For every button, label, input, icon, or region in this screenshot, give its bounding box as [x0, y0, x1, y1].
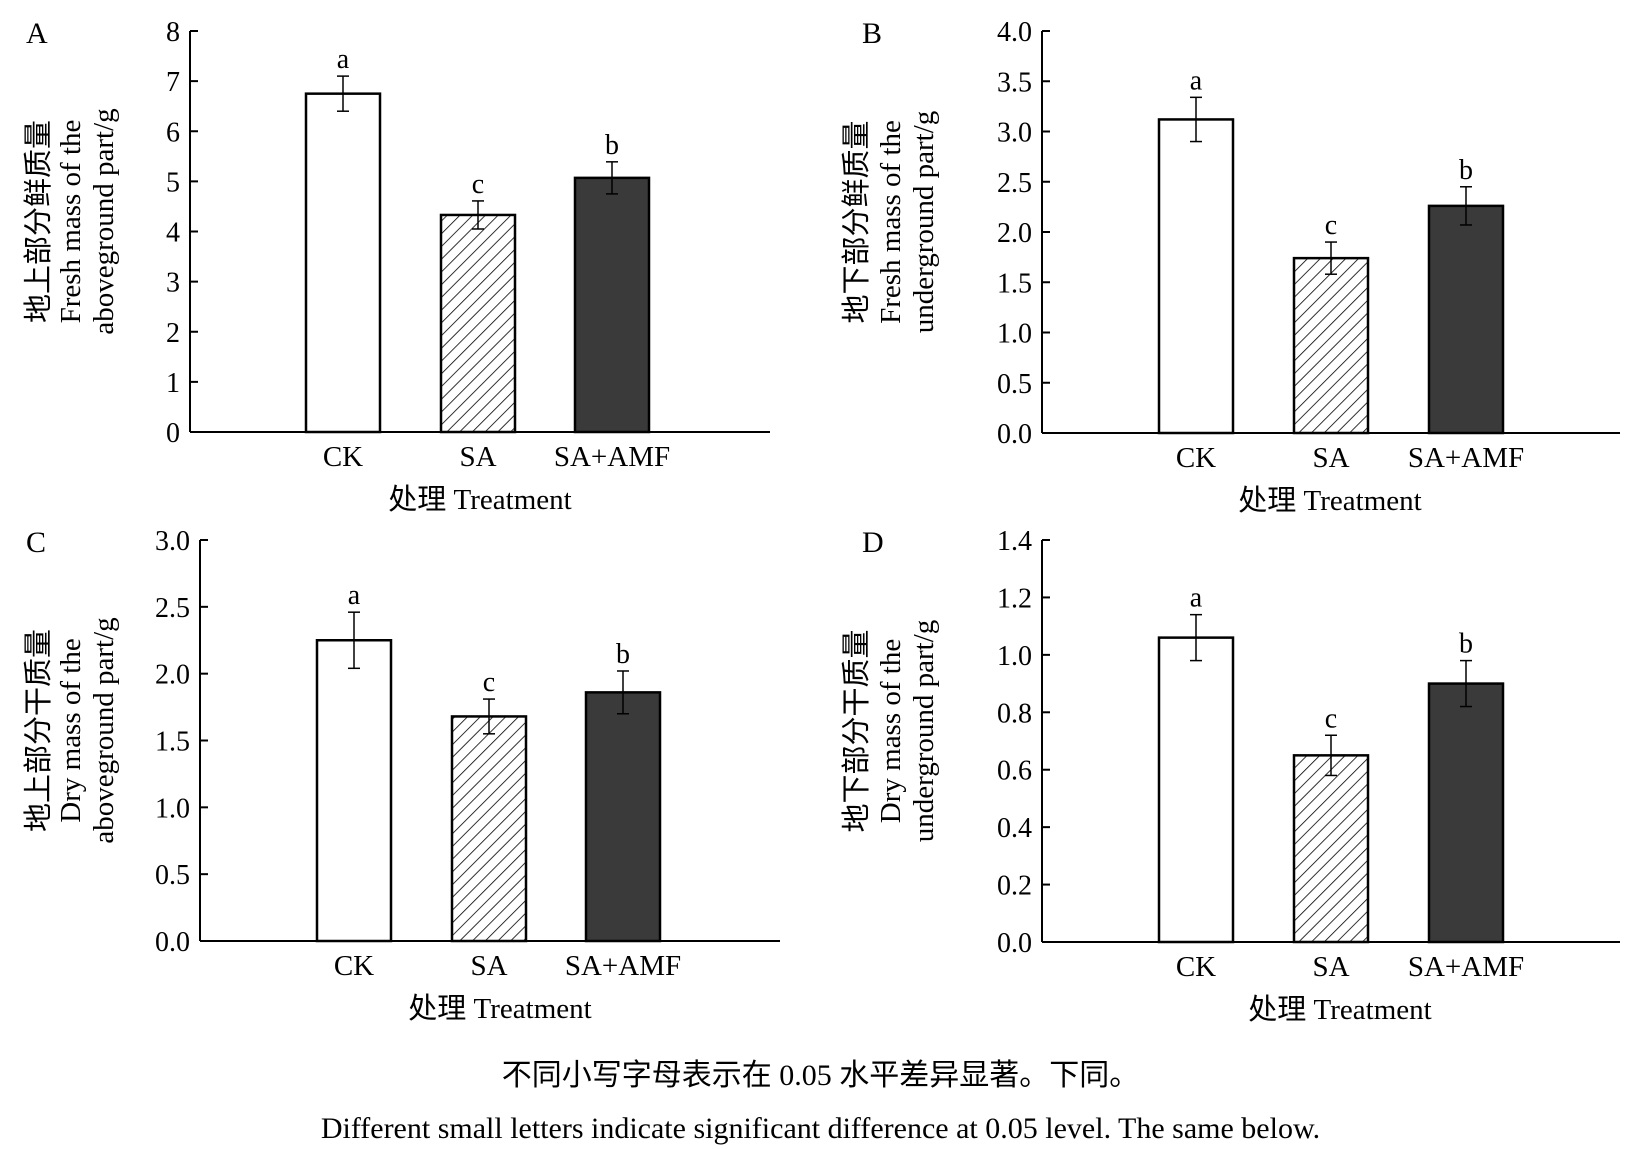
panel-c-xtick-label-ck: CK	[334, 950, 374, 982]
panel-c-label: C	[26, 526, 46, 559]
panel-a-ytick-label: 3	[166, 268, 180, 299]
panel-b-sig-letter-sa-amf: b	[1459, 155, 1473, 186]
panel-d-xlabel: 处理 Treatment	[1248, 993, 1431, 1026]
panel-c-sig-letter-ck: a	[348, 580, 361, 611]
panel-d-ytick-label: 0.0	[997, 928, 1032, 959]
panel-b-bar-sa	[1292, 256, 1370, 435]
panel-b-bar-ck	[1157, 118, 1235, 435]
panel-d-sig-letter-ck: a	[1190, 583, 1203, 614]
panel-a-ytick-label: 0	[166, 418, 180, 449]
panel-b-ytick-label: 4.0	[997, 17, 1032, 48]
panel-b-ytick-label: 3.0	[997, 118, 1032, 149]
panel-c-ytick-label: 1.5	[155, 727, 190, 758]
panel-d-ylabel-en-2: underground part/g	[908, 620, 940, 843]
panel-c-ylabel-en-1: Dry mass of the	[55, 638, 87, 822]
panel-d-ytick-label: 0.6	[997, 756, 1032, 787]
panel-b-ytick-label: 1.5	[997, 268, 1032, 299]
panel-a-sig-letter-sa: c	[472, 169, 484, 200]
panel-a-label: A	[26, 17, 48, 50]
panel-b-sig-letter-sa: c	[1325, 210, 1337, 241]
panel-d-ytick-label: 1.2	[997, 583, 1032, 614]
panel-d-ylabel-en-1: Dry mass of the	[875, 639, 907, 823]
panel-b-xtick-label-sa: SA	[1312, 442, 1349, 474]
panel-d-bar-sa-amf	[1427, 682, 1505, 944]
panel-b-ytick-label: 0.0	[997, 419, 1032, 450]
panel-a-ytick-label: 2	[166, 318, 180, 349]
panel-b-sig-letter-ck: a	[1190, 65, 1203, 96]
panel-c-ylabel-en-2: aboveground part/g	[88, 617, 120, 843]
panel-b-ytick-label: 2.0	[997, 218, 1032, 249]
panel-b-ylabel-en-2: underground part/g	[908, 111, 940, 334]
panel-c-ytick-label: 2.5	[155, 593, 190, 624]
panel-c-sig-letter-sa: c	[483, 667, 495, 698]
panel-b-ytick-label: 2.5	[997, 168, 1032, 199]
panel-c-ytick-label: 3.0	[155, 526, 190, 557]
panel-b-bar-sa-amf	[1427, 204, 1505, 435]
panel-c-bar-sa	[450, 715, 528, 943]
panel-b-xtick-label-sa-amf: SA+AMF	[1408, 442, 1524, 474]
panel-d-xtick-label-sa-amf: SA+AMF	[1408, 951, 1524, 983]
panel-a-ytick-label: 6	[166, 117, 180, 148]
panel-d-label: D	[862, 526, 884, 559]
panel-b-ytick-label: 3.5	[997, 67, 1032, 98]
panel-c-ylabel-cn: 地上部分干质量	[22, 629, 55, 832]
panel-d-bar-ck	[1157, 636, 1235, 944]
panel-b-label: B	[862, 17, 882, 50]
panel-d-ytick-label: 1.0	[997, 641, 1032, 672]
panel-a-ytick-label: 5	[166, 167, 180, 198]
panel-d-sig-letter-sa-amf: b	[1459, 629, 1473, 660]
panel-c-bar-sa-amf	[584, 691, 662, 943]
panel-a-xtick-label-sa-amf: SA+AMF	[554, 441, 670, 473]
panel-d-ytick-label: 1.4	[997, 526, 1032, 557]
panel-d-xtick-label-sa: SA	[1312, 951, 1349, 983]
panel-c-xlabel: 处理 Treatment	[408, 992, 591, 1025]
panel-d-ytick-label: 0.4	[997, 813, 1032, 844]
panel-a-xtick-label-sa: SA	[459, 441, 496, 473]
panel-a-bar-sa	[439, 213, 517, 434]
panel-c-ytick-label: 0.5	[155, 860, 190, 891]
panel-c-sig-letter-sa-amf: b	[616, 639, 630, 670]
panel-c-xtick-label-sa: SA	[470, 950, 507, 982]
panel-a-ylabel-cn: 地上部分鲜质量	[22, 120, 55, 323]
panel-a-ytick-label: 8	[166, 17, 180, 48]
panel-d-sig-letter-sa: c	[1325, 703, 1337, 734]
panel-c-ytick-label: 0.0	[155, 927, 190, 958]
panel-d-xtick-label-ck: CK	[1176, 951, 1216, 983]
panel-b-ytick-label: 1.0	[997, 319, 1032, 350]
panel-a-sig-letter-ck: a	[337, 44, 350, 75]
caption-english: Different small letters indicate signifi…	[320, 1112, 1321, 1145]
panel-a-bar-ck	[304, 92, 382, 434]
panel-a-ytick-label: 1	[166, 368, 180, 399]
panel-d-ytick-label: 0.2	[997, 871, 1032, 902]
panel-a-ytick-label: 4	[166, 218, 180, 249]
panel-a-ylabel-en-1: Fresh mass of the	[55, 120, 87, 324]
panel-a-xlabel: 处理 Treatment	[388, 483, 571, 516]
panel-d-ylabel-cn: 地下部分干质量	[840, 629, 873, 832]
panel-d-ytick-label: 0.8	[997, 698, 1032, 729]
panel-b-ytick-label: 0.5	[997, 369, 1032, 400]
panel-c-bar-ck	[315, 639, 393, 943]
panel-c-xtick-label-sa-amf: SA+AMF	[565, 950, 681, 982]
panel-c-ytick-label: 1.0	[155, 793, 190, 824]
panel-c-ytick-label: 2.0	[155, 660, 190, 691]
panel-b-ylabel-cn: 地下部分鲜质量	[840, 120, 873, 323]
panel-a-xtick-label-ck: CK	[323, 441, 363, 473]
panel-b-ylabel-en-1: Fresh mass of the	[875, 120, 907, 324]
panel-a-ylabel-en-2: aboveground part/g	[88, 108, 120, 334]
panel-a-bar-sa-amf	[573, 176, 651, 434]
panel-a-ytick-label: 7	[166, 67, 180, 98]
panel-b-xtick-label-ck: CK	[1176, 442, 1216, 474]
caption-chinese: 不同小写字母表示在 0.05 水平差异显著。下同。	[501, 1059, 1140, 1092]
panel-b-xlabel: 处理 Treatment	[1238, 484, 1421, 517]
panel-a-sig-letter-sa-amf: b	[605, 130, 619, 161]
panel-d-bar-sa	[1292, 754, 1370, 944]
